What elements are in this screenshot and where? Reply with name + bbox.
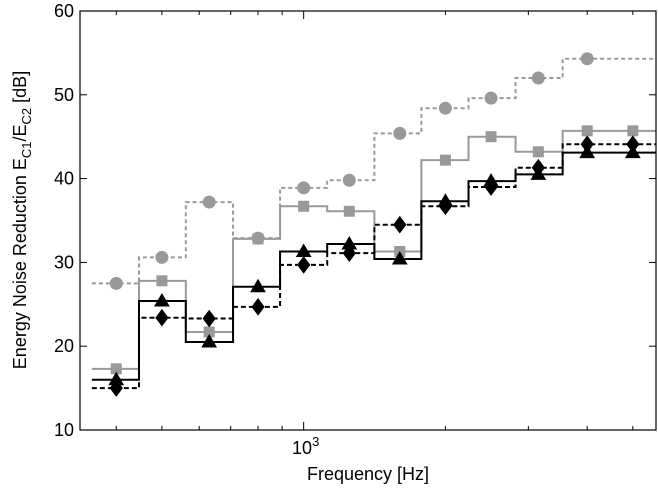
data-point-diamond xyxy=(251,297,265,316)
x-tick-label: 103 xyxy=(292,434,319,458)
data-point-circle xyxy=(580,52,594,66)
data-point-diamond xyxy=(438,197,453,216)
data-point-circle xyxy=(438,101,452,115)
data-point-square xyxy=(627,125,639,137)
data-point-square xyxy=(485,131,497,143)
y-tick-label-20: 20 xyxy=(54,336,74,356)
series-line-circle xyxy=(91,57,656,285)
y-axis-label-main: Energy Noise Reduction E xyxy=(10,158,30,369)
data-point-circle xyxy=(342,173,356,187)
series-diamond xyxy=(91,135,656,397)
y-axis-label: Energy Noise Reduction EC1/EC2 [dB] xyxy=(10,71,34,369)
y-axis-label-unit: [dB] xyxy=(10,71,30,108)
plot-frame xyxy=(79,10,657,431)
data-point-triangle xyxy=(250,278,266,293)
plot-series xyxy=(91,52,656,397)
data-point-triangle xyxy=(201,334,218,348)
y-tick-label-60: 60 xyxy=(54,1,74,21)
y-axis-label-sub1: C1 xyxy=(19,141,34,158)
data-point-diamond xyxy=(393,215,407,234)
data-point-circle xyxy=(202,195,216,209)
x-tick-label-base: 10 xyxy=(292,438,312,458)
data-point-circle xyxy=(297,181,311,195)
data-point-diamond xyxy=(484,178,498,196)
data-point-diamond xyxy=(580,135,594,154)
y-tick-label-10: 10 xyxy=(54,420,74,440)
y-axis-label-mid: /E xyxy=(10,124,30,141)
data-point-diamond xyxy=(297,256,311,274)
data-point-diamond xyxy=(202,309,216,328)
data-point-circle xyxy=(155,250,169,264)
series-triangle xyxy=(91,144,656,386)
data-point-square xyxy=(343,205,355,217)
y-tick-label-30: 30 xyxy=(54,252,74,272)
y-axis-label-sub2: C2 xyxy=(19,108,34,125)
y-tick-label-50: 50 xyxy=(54,85,74,105)
data-point-square xyxy=(532,146,544,158)
series-line-diamond xyxy=(91,143,656,390)
data-point-diamond xyxy=(109,379,123,397)
data-point-circle xyxy=(393,126,407,140)
data-point-square xyxy=(156,275,168,287)
x-tick-label-exp: 3 xyxy=(312,434,319,449)
data-point-diamond xyxy=(531,158,545,177)
data-point-square xyxy=(439,154,451,166)
data-point-circle xyxy=(484,91,498,105)
data-point-square xyxy=(581,125,593,137)
data-point-triangle xyxy=(154,292,170,307)
data-point-diamond xyxy=(155,308,169,327)
data-point-circle xyxy=(531,71,545,85)
data-point-diamond xyxy=(626,135,640,154)
data-point-diamond xyxy=(342,244,356,263)
data-point-square xyxy=(252,233,264,245)
series-line-triangle xyxy=(91,151,656,381)
data-point-circle xyxy=(109,276,123,290)
y-tick-label-40: 40 xyxy=(54,169,74,189)
data-point-square xyxy=(298,200,310,212)
x-axis-label: Frequency [Hz] xyxy=(307,464,429,484)
data-point-triangle xyxy=(391,251,408,265)
